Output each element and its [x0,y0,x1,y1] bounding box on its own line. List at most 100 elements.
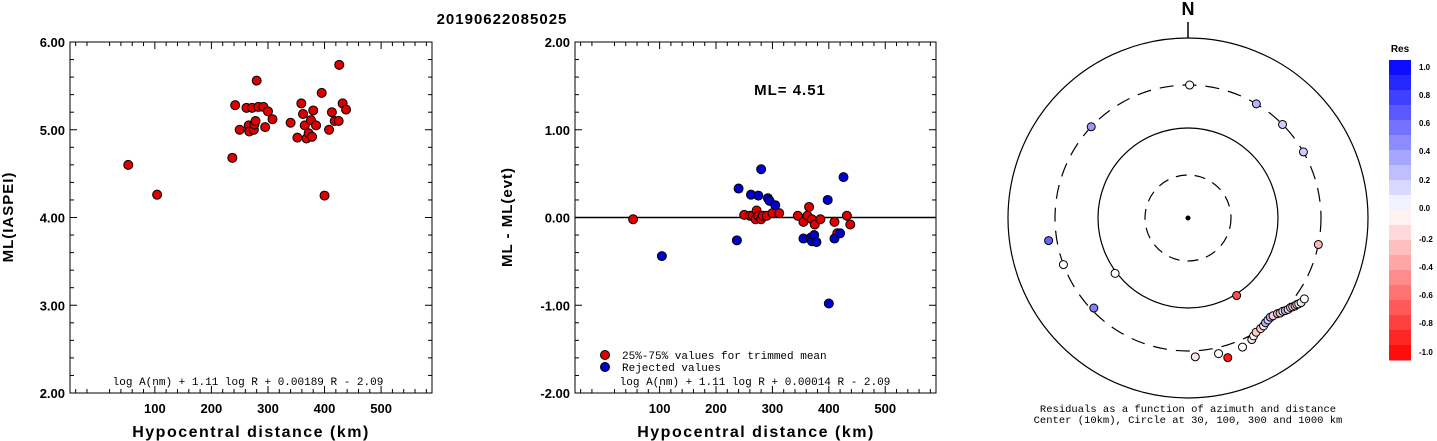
data-point [341,104,352,115]
data-point [656,251,667,262]
colorbar-tick-label: 0.8 [1419,91,1431,100]
colorbar-cell [1389,135,1411,151]
station-residual-point [1214,349,1224,359]
x-tick-label: 500 [370,401,392,416]
colorbar-tick-label: -1.0 [1419,348,1433,357]
colorbar-cell [1389,105,1411,121]
station-residual-point [1223,353,1233,363]
colorbar-tick-label: 1.0 [1419,63,1431,72]
epicenter-marker [1185,215,1191,221]
x-tick-label: 200 [705,401,727,416]
ring-1000km [1007,37,1369,399]
x-tick-label: 200 [201,401,223,416]
station-residual-point [1299,294,1309,304]
x-axis-label: Hypocentral distance (km) [637,424,875,441]
station-residual-point [1238,342,1248,352]
data-point [298,108,309,119]
data-point [792,210,803,221]
y-tick-label: 0.00 [545,211,570,226]
y-tick-labels: 2.00 3.00 4.00 5.00 6.00 [40,35,65,401]
data-points [628,164,856,309]
magnitude-formula: log A(nm) + 1.11 log R + 0.00189 R - 2.0… [113,377,384,389]
y-axis-label: ML - ML(evt) [499,167,516,267]
data-point [307,131,318,142]
colorbar-tick-label: 0.0 [1419,204,1431,213]
colorbar-cell [1389,210,1411,226]
colorbar-cell [1389,225,1411,241]
polar-caption-line1: Residuals as a function of azimuth and d… [1040,404,1336,416]
y-tick-labels: -2.00 -1.00 0.00 1.00 2.00 [540,35,570,401]
data-point [319,190,330,201]
y-axis-label: ML(IASPEI) [0,172,17,263]
station-residual-point [1044,236,1054,246]
x-tick-labels: 100 200 300 400 500 [649,401,896,416]
x-tick-label: 300 [257,401,279,416]
station-residual-point [1251,99,1261,109]
magnitude-formula: log A(nm) + 1.11 log R + 0.00014 R - 2.0… [620,377,891,389]
colorbar-cell [1389,285,1411,301]
colorbar-cell [1389,270,1411,286]
data-point [316,87,327,98]
data-point [822,194,833,205]
station-residual-point [1185,80,1195,90]
x-tick-label: 100 [144,401,166,416]
data-point [123,159,134,170]
event-magnitude-annotation: ML= 4.51 [754,82,826,99]
data-point [838,172,849,183]
ring-100km [1097,127,1279,309]
station-residual-point [1110,268,1120,278]
data-point [770,200,781,211]
y-tick-label: -2.00 [540,386,570,401]
plot-frame [69,41,433,394]
legend-marker-rejected [600,362,610,372]
colorbar-tick-label: 0.2 [1419,176,1431,185]
azimuth-residual-panel: N Residuals as a function of azimuth and… [1007,0,1369,427]
colorbar-cell [1389,315,1411,331]
colorbar-tick-label: -0.2 [1419,235,1433,244]
colorbar-cell [1389,180,1411,196]
data-point [829,216,840,227]
data-point [841,210,852,221]
data-point [324,124,335,135]
station-residual-point [1278,119,1288,129]
data-point [835,228,846,239]
residual-colorbar: Res 1.0 0.8 0.6 0.4 0.2 0.0 -0.2 -0.4 -0… [1389,44,1433,361]
data-point [234,124,245,135]
data-point [815,214,826,225]
colorbar-tick-label: 0.4 [1419,147,1431,156]
data-point [267,114,278,125]
y-tick-label: 4.00 [40,211,65,226]
data-point [326,107,337,118]
y-tick-label: -1.00 [540,298,570,313]
data-point [227,152,238,163]
x-tick-label: 500 [874,401,896,416]
colorbar-cell [1389,150,1411,166]
data-point [811,237,822,248]
data-point [308,105,319,116]
colorbar-cell [1389,165,1411,181]
legend: 25%-75% values for trimmed mean Rejected… [600,350,827,375]
y-tick-label: 6.00 [40,35,65,50]
colorbar-cell [1389,195,1411,211]
data-points [123,59,352,201]
data-point [774,208,785,219]
colorbar-cell [1389,120,1411,136]
data-point [628,214,639,225]
station-residual-point [1058,260,1068,270]
colorbar-cell [1389,240,1411,256]
colorbar-tick-label: -0.4 [1419,263,1433,272]
colorbar-cell [1389,90,1411,106]
colorbar-cell [1389,300,1411,316]
station-residual-point [1190,352,1200,362]
x-tick-label: 400 [818,401,840,416]
y-tick-label: 3.00 [40,298,65,313]
colorbar-cell [1389,75,1411,91]
data-point [753,190,764,201]
data-point [731,235,742,246]
data-point [804,201,815,212]
colorbar-cell [1389,345,1411,361]
data-point [733,183,744,194]
data-point [823,298,834,309]
data-point [250,115,261,126]
ml-vs-distance-panel: 100 200 300 400 500 2.00 3.00 4.00 5.00 … [0,35,433,441]
